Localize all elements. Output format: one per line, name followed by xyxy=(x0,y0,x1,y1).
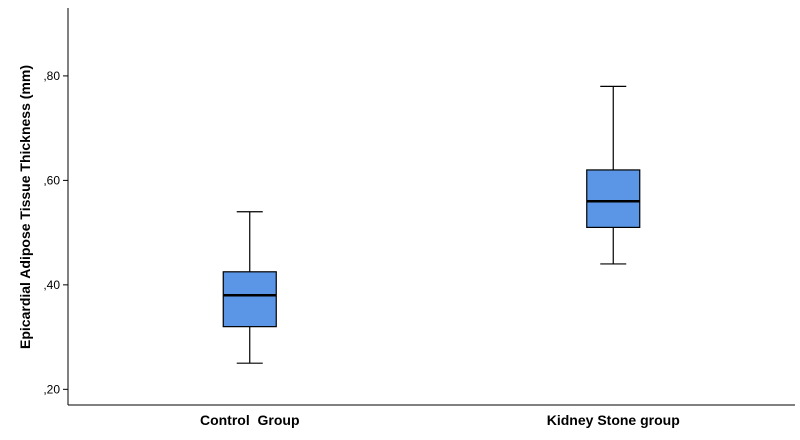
box xyxy=(222,271,277,328)
y-tick-label: ,20 xyxy=(43,382,60,396)
x-tick-label: Control Group xyxy=(200,412,300,428)
box xyxy=(586,169,641,228)
x-tick-label: Kidney Stone group xyxy=(547,412,680,428)
y-tick-label: ,40 xyxy=(43,278,60,292)
x-tick-labels: Control Group Kidney Stone group xyxy=(200,412,680,428)
y-tick-label: ,60 xyxy=(43,173,60,187)
y-tick-label: ,80 xyxy=(43,69,60,83)
axes xyxy=(67,8,795,406)
boxes xyxy=(222,85,641,364)
y-axis-title: Epicardial Adipose Tissue Thickness (mm) xyxy=(17,65,33,349)
y-ticks: ,20 ,40 ,60 ,80 xyxy=(43,69,68,396)
